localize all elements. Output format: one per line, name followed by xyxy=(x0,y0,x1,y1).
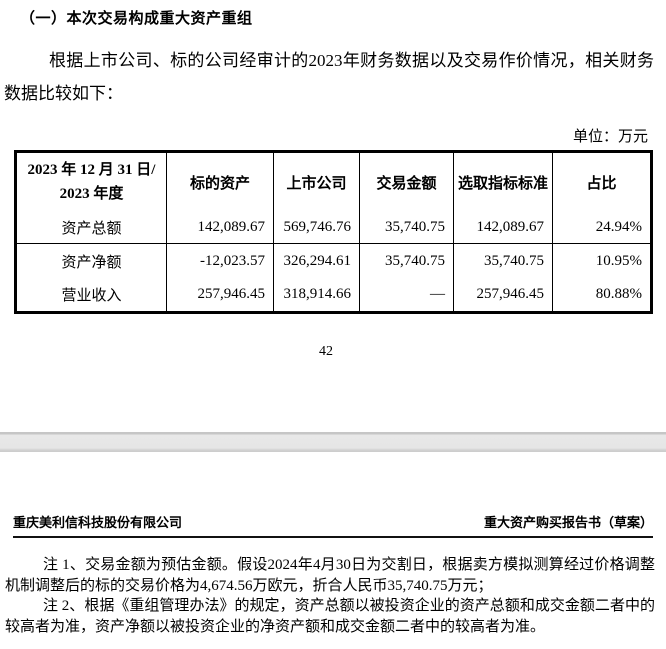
cell-value: 318,914.66 xyxy=(273,278,360,313)
cell-value: 10.95% xyxy=(552,243,652,279)
table-row-total-assets: 资产总额 142,089.67 569,746.76 35,740.75 142… xyxy=(15,211,652,244)
column-header-listed-company: 上市公司 xyxy=(273,151,360,212)
cell-value: 142,089.67 xyxy=(453,211,553,244)
column-header-deal-amount: 交易金额 xyxy=(359,151,454,212)
cell-value: 80.88% xyxy=(552,278,652,313)
footer-report-title: 重大资产购买报告书（草案） xyxy=(483,515,653,530)
cell-value: 257,946.45 xyxy=(166,278,274,313)
column-header-ratio: 占比 xyxy=(552,151,652,212)
cell-value: 35,740.75 xyxy=(359,211,454,244)
row-label: 资产总额 xyxy=(15,211,167,244)
cell-value: 142,089.67 xyxy=(166,211,274,244)
footer-company-name: 重庆美利信科技股份有限公司 xyxy=(13,515,183,530)
notes-section: 注 1、交易金额为预估金额。假设2024年4月30日为交割日，根据卖方模拟测算经… xyxy=(5,555,655,637)
cell-value: 35,740.75 xyxy=(359,243,454,279)
cell-value: 257,946.45 xyxy=(453,278,553,313)
cell-value: 569,746.76 xyxy=(273,211,360,244)
note-2: 注 2、根据《重组管理办法》的规定，资产总额以被投资企业的资产总额和成交金额二者… xyxy=(5,598,655,635)
table-row-net-assets: 资产净额 -12,023.57 326,294.61 35,740.75 35,… xyxy=(16,243,652,279)
cell-value: — xyxy=(359,278,454,313)
unit-label: 单位：万元 xyxy=(572,129,648,145)
page-separator-band xyxy=(0,432,666,452)
column-header-period: 2023 年 12 月 31 日/ 2023 年度 xyxy=(27,162,156,203)
page-number: 42 xyxy=(319,344,333,359)
row-label: 营业收入 xyxy=(61,288,122,305)
document-footer: 重庆美利信科技股份有限公司 重大资产购买报告书（草案） xyxy=(13,512,653,538)
section-heading: （一）本次交易构成重大资产重组 xyxy=(20,10,253,27)
column-header-target-asset: 标的资产 xyxy=(166,151,274,212)
intro-paragraph: 根据上市公司、标的公司经审计的2023年财务数据以及交易作价情况，相关财务数据比… xyxy=(4,51,654,103)
financial-comparison-table: 2023 年 12 月 31 日/ 2023 年度 标的资产 上市公司 交易金额… xyxy=(14,150,653,314)
cell-value: -12,023.57 xyxy=(166,243,274,279)
note-1: 注 1、交易金额为预估金额。假设2024年4月30日为交割日，根据卖方模拟测算经… xyxy=(5,557,655,594)
cell-value: 24.94% xyxy=(552,211,652,244)
table-row-operating-revenue: 营业收入 257,946.45 318,914.66 — 257,946.45 … xyxy=(16,278,652,313)
cell-value: 35,740.75 xyxy=(453,243,553,279)
row-label: 资产净额 xyxy=(61,254,122,271)
column-header-selected-benchmark: 选取指标标准 xyxy=(453,151,553,212)
cell-value: 326,294.61 xyxy=(273,243,360,279)
table: 2023 年 12 月 31 日/ 2023 年度 标的资产 上市公司 交易金额… xyxy=(14,150,653,314)
table-header-row: 2023 年 12 月 31 日/ 2023 年度 标的资产 上市公司 交易金额… xyxy=(16,151,652,212)
